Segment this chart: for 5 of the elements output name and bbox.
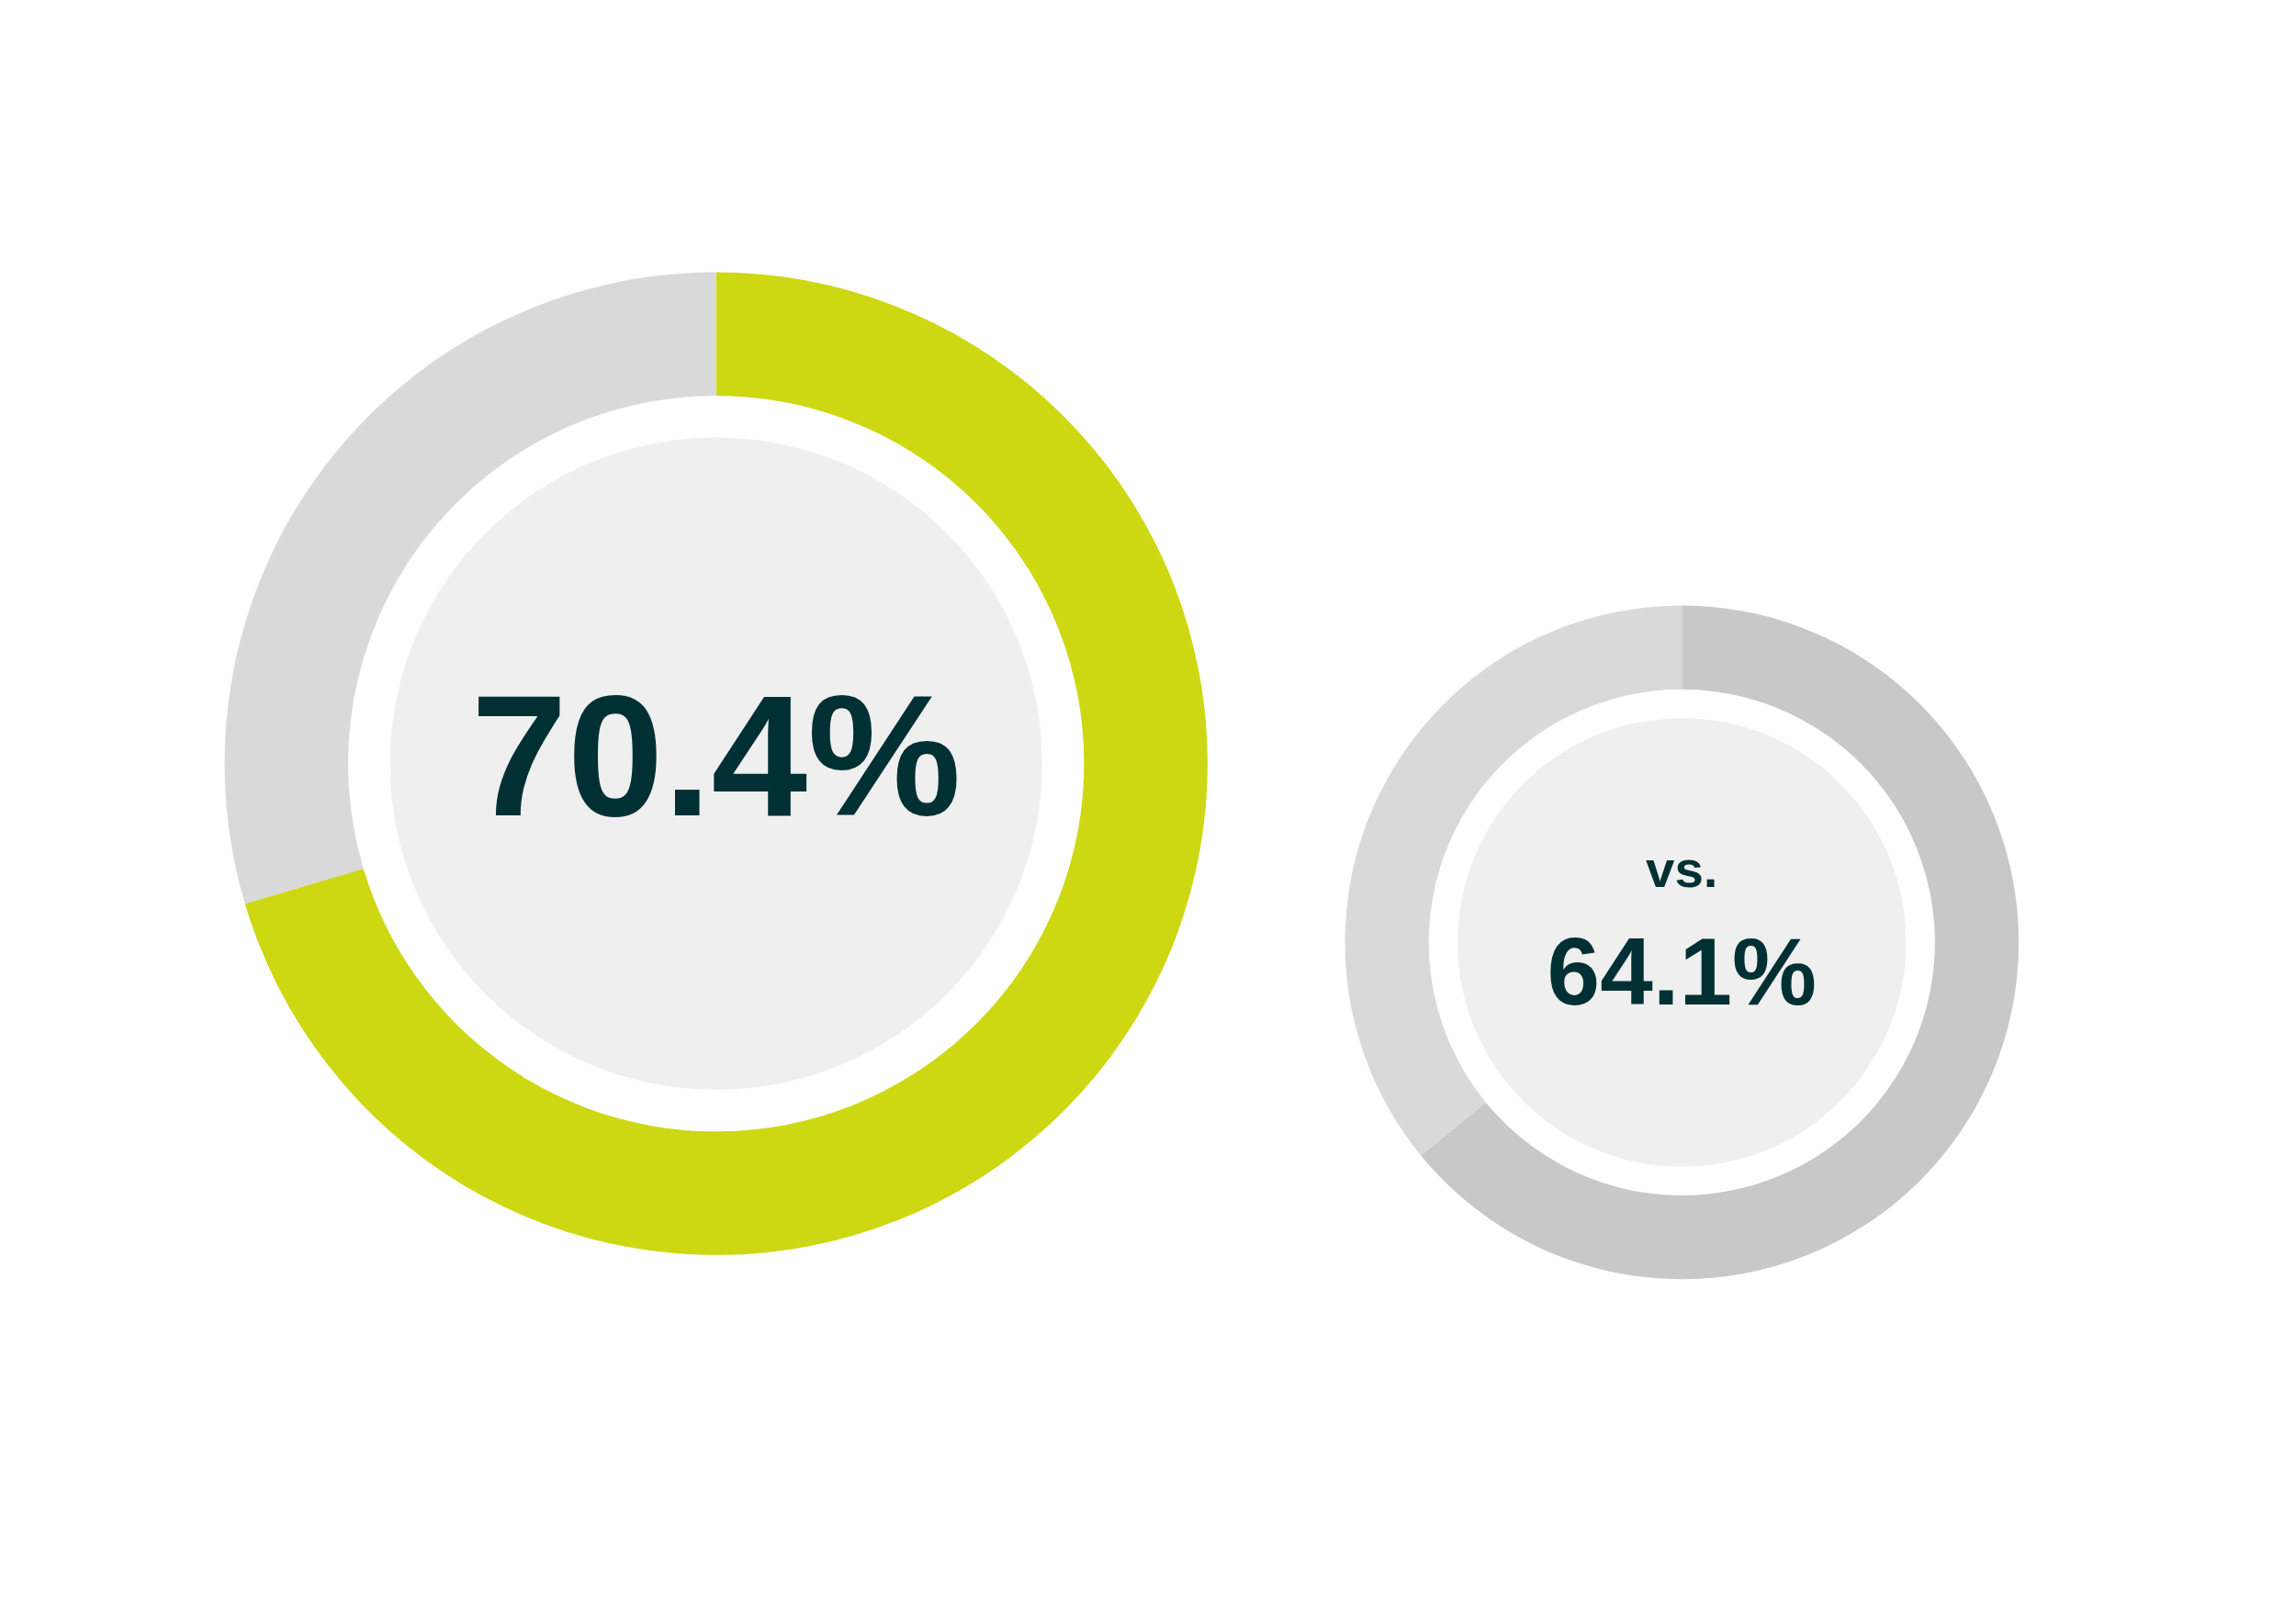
data-label: 70.4% xyxy=(471,659,962,853)
text: vs. xyxy=(1646,839,1718,898)
data-label: 64.1% xyxy=(1547,917,1817,1025)
donut-slice xyxy=(244,272,1208,1255)
donut-slice xyxy=(1421,605,2020,1280)
